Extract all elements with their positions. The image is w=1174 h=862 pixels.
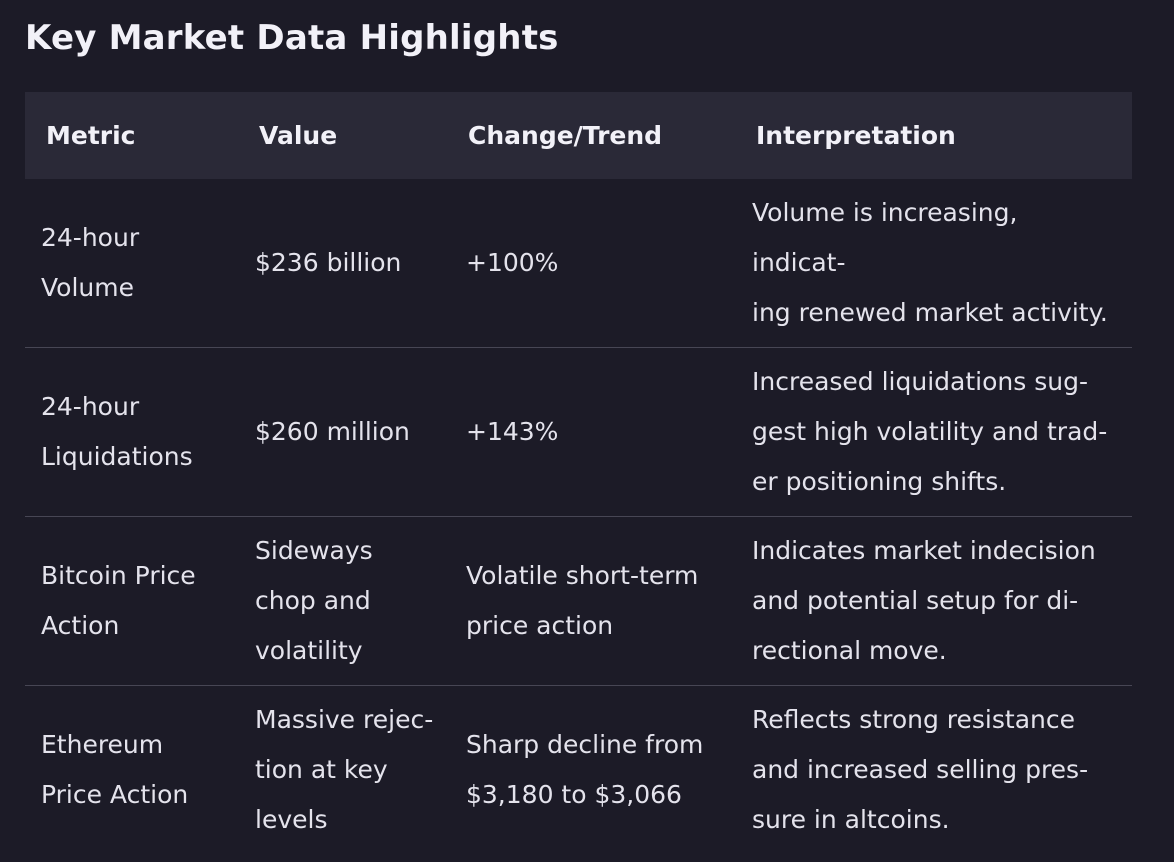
cell-value: Sideways chop and volatility xyxy=(239,516,448,686)
cell-interpretation-text: Reflects strong resistance and increased… xyxy=(752,705,1089,834)
cell-metric: 24-hour Liquidations xyxy=(25,347,239,517)
table-header: Metric Value Change/Trend Interpretation xyxy=(25,92,1132,179)
header-value: Value xyxy=(259,121,338,150)
header-interpretation: Interpretation xyxy=(756,121,956,150)
cell-interpretation-text: Indicates market indecision and potentia… xyxy=(752,536,1096,665)
cell-value: $260 million xyxy=(239,347,448,517)
cell-change: Volatile short-term price action xyxy=(448,516,736,686)
cell-value-text: Sideways chop and volatility xyxy=(255,536,373,665)
cell-change: Sharp decline from $3,180 to $3,066 xyxy=(448,686,736,855)
table-row: 24-hour Liquidations $260 million +143% … xyxy=(25,347,1132,517)
cell-change-text: +100% xyxy=(466,248,559,277)
cell-interpretation: Indicates market indecision and potentia… xyxy=(736,516,1132,686)
cell-metric-text: Bitcoin Price Action xyxy=(41,561,196,640)
page-title: Key Market Data Highlights xyxy=(25,18,559,58)
header-change-trend: Change/Trend xyxy=(468,121,663,150)
table-header-row: Metric Value Change/Trend Interpretation xyxy=(25,92,1132,179)
cell-change-text: Sharp decline from $3,180 to $3,066 xyxy=(466,730,704,809)
cell-change-text: Volatile short-term price action xyxy=(466,561,699,640)
cell-metric-text: Ethereum Price Action xyxy=(41,730,189,809)
cell-metric: Ethereum Price Action xyxy=(25,686,239,855)
cell-metric: 24-hour Volume xyxy=(25,179,239,348)
cell-change: +100% xyxy=(448,179,736,348)
cell-metric: Bitcoin Price Action xyxy=(25,516,239,686)
cell-metric-text: 24-hour Volume xyxy=(41,223,140,302)
cell-value: Massive rejec- tion at key levels xyxy=(239,686,448,855)
market-data-table: Metric Value Change/Trend Interpretation… xyxy=(25,92,1132,854)
cell-change: +143% xyxy=(448,347,736,517)
table-row: Ethereum Price Action Massive rejec- tio… xyxy=(25,686,1132,855)
cell-interpretation-text: Volume is increasing, indicat- ing renew… xyxy=(752,198,1108,327)
cell-interpretation: Volume is increasing, indicat- ing renew… xyxy=(736,179,1132,348)
table-row: 24-hour Volume $236 billion +100% Volume… xyxy=(25,179,1132,348)
cell-value: $236 billion xyxy=(239,179,448,348)
cell-interpretation: Increased liquidations sug- gest high vo… xyxy=(736,347,1132,517)
cell-value-text: Massive rejec- tion at key levels xyxy=(255,705,434,834)
cell-value-text: $260 million xyxy=(255,417,410,446)
header-metric: Metric xyxy=(46,121,136,150)
table-row: Bitcoin Price Action Sideways chop and v… xyxy=(25,516,1132,686)
cell-interpretation: Reflects strong resistance and increased… xyxy=(736,686,1132,855)
table-body: 24-hour Volume $236 billion +100% Volume… xyxy=(25,179,1132,854)
cell-metric-text: 24-hour Liquidations xyxy=(41,392,193,471)
cell-change-text: +143% xyxy=(466,417,559,446)
cell-interpretation-text: Increased liquidations sug- gest high vo… xyxy=(752,367,1108,496)
cell-value-text: $236 billion xyxy=(255,248,402,277)
